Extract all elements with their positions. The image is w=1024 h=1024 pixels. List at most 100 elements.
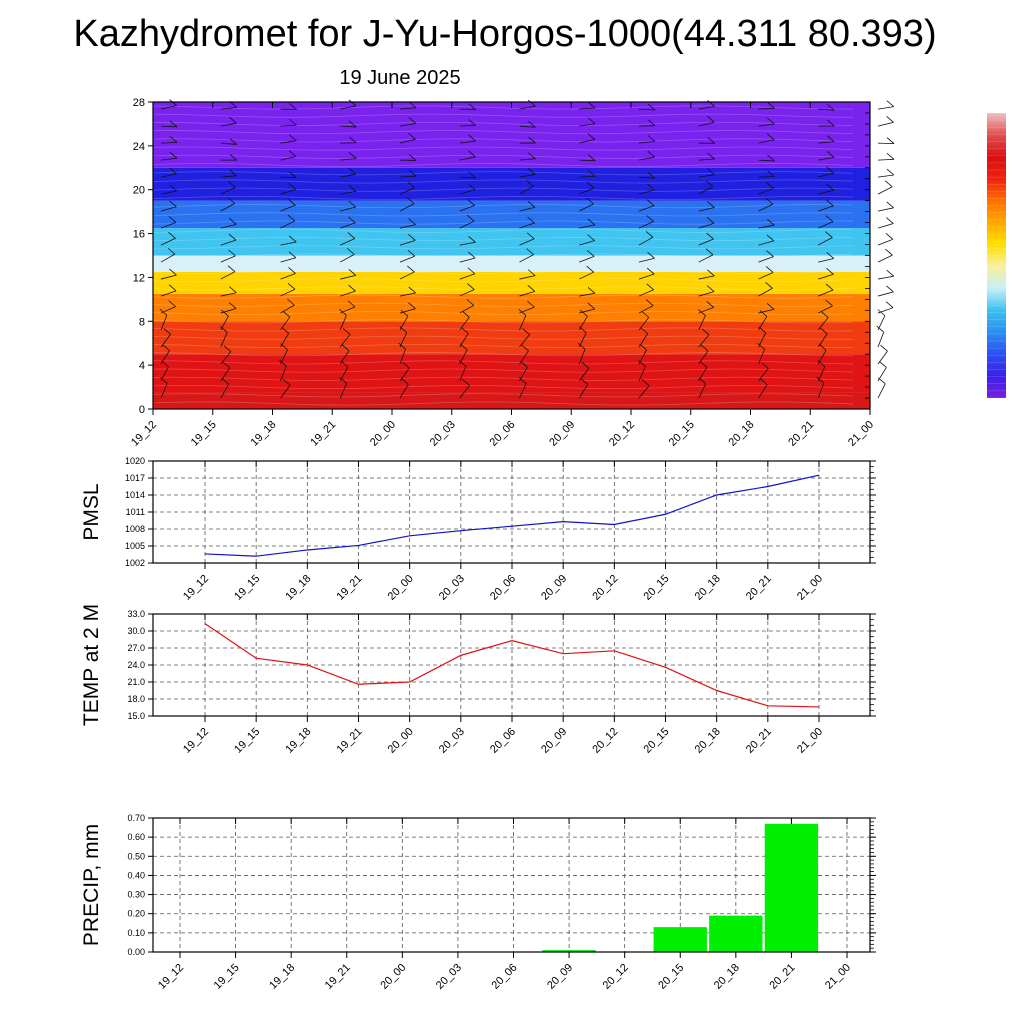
wind-barb bbox=[160, 315, 168, 331]
wind-barb bbox=[280, 349, 288, 365]
wind-barb-flag bbox=[826, 183, 835, 191]
temp-xtick-label: 19_18 bbox=[283, 726, 313, 756]
wind-barb bbox=[399, 332, 408, 348]
wind-barb-flag bbox=[527, 216, 535, 224]
pmsl-xtick-label: 19_12 bbox=[181, 573, 211, 603]
wind-barb bbox=[220, 175, 237, 178]
wind-barb bbox=[220, 351, 232, 365]
wind-barb-flag bbox=[580, 309, 588, 317]
heat-ytick-label: 16 bbox=[133, 229, 145, 241]
wind-barb bbox=[339, 334, 351, 348]
wind-barb bbox=[758, 384, 768, 399]
wind-barb bbox=[459, 289, 475, 297]
heat-band bbox=[153, 392, 870, 409]
wind-barb-flag bbox=[279, 359, 287, 367]
wind-barb bbox=[459, 349, 468, 365]
wind-barb-flag bbox=[528, 121, 536, 128]
wind-barb-flag bbox=[640, 327, 648, 334]
wind-barb bbox=[579, 271, 594, 280]
wind-barb bbox=[579, 203, 594, 212]
wind-barb-flag bbox=[467, 199, 475, 206]
wind-barb bbox=[578, 316, 588, 331]
wind-barb bbox=[160, 383, 168, 399]
wind-barb-flag bbox=[400, 378, 409, 385]
contour-line bbox=[152, 253, 854, 258]
wind-barb-flag bbox=[885, 233, 894, 240]
precip-xtick-label: 20_03 bbox=[434, 962, 464, 992]
wind-barb bbox=[399, 255, 416, 263]
wind-barb-flag bbox=[826, 119, 835, 127]
wind-barb-flag bbox=[399, 326, 408, 333]
temp-xtick-label: 19_15 bbox=[232, 726, 262, 756]
contour-line bbox=[152, 245, 854, 250]
pmsl-xtick-label: 19_15 bbox=[232, 573, 262, 603]
wind-barb bbox=[220, 187, 236, 195]
wind-barb bbox=[818, 189, 834, 195]
wind-barb bbox=[638, 108, 655, 111]
pmsl-xtick-label: 20_06 bbox=[488, 573, 518, 603]
wind-barb-flag bbox=[400, 309, 409, 317]
wind-barb bbox=[399, 271, 415, 280]
wind-barb bbox=[220, 315, 229, 331]
wind-barb bbox=[817, 382, 825, 399]
contour-line bbox=[152, 130, 854, 135]
temp-ytick-label: 18.0 bbox=[127, 694, 145, 704]
wind-barb-flag bbox=[221, 309, 229, 317]
wind-barb bbox=[579, 292, 596, 297]
wind-barb-flag bbox=[706, 232, 714, 240]
wind-barb bbox=[459, 241, 476, 246]
wind-barb-flag bbox=[520, 360, 528, 368]
wind-barb bbox=[638, 305, 654, 314]
wind-barb-flag bbox=[407, 265, 415, 273]
wind-barb bbox=[758, 349, 765, 365]
precip-ytick-label: 0.40 bbox=[127, 870, 145, 880]
heat-ytick-label: 20 bbox=[133, 185, 145, 197]
wind-barb-flag bbox=[580, 378, 588, 385]
wind-barb-flag bbox=[886, 269, 894, 277]
wind-barb-flag bbox=[698, 309, 706, 316]
wind-barb-flag bbox=[522, 328, 530, 335]
wind-barb bbox=[519, 185, 534, 195]
wind-barb bbox=[340, 125, 357, 128]
temp-ylabel: TEMP at 2 M bbox=[80, 604, 103, 726]
wind-barb-flag bbox=[587, 101, 596, 109]
temp-xtick-label: 20_09 bbox=[539, 726, 569, 756]
wind-barb-flag bbox=[699, 360, 708, 368]
wind-barb bbox=[340, 206, 356, 212]
wind-barb bbox=[579, 107, 596, 110]
wind-barb bbox=[280, 304, 295, 314]
contour-line bbox=[152, 138, 854, 143]
wind-barb-flag bbox=[348, 184, 357, 192]
wind-barb-flag bbox=[647, 172, 656, 179]
precip-xtick-label: 19_21 bbox=[323, 962, 353, 992]
temp-xtick-label: 20_18 bbox=[693, 726, 723, 756]
wind-barb bbox=[160, 206, 177, 212]
wind-barb bbox=[280, 241, 297, 246]
wind-barb-flag bbox=[766, 250, 774, 257]
wind-barb-flag bbox=[289, 134, 297, 142]
wind-barb bbox=[220, 203, 235, 212]
wind-barb bbox=[459, 205, 475, 212]
wind-barb bbox=[340, 158, 357, 161]
precip-bar bbox=[764, 823, 819, 952]
contour-line bbox=[152, 163, 854, 168]
wind-barb bbox=[160, 306, 176, 314]
wind-barb-flag bbox=[528, 136, 536, 144]
wind-barb bbox=[340, 105, 356, 110]
wind-barb-flag bbox=[765, 197, 774, 205]
pmsl-ytick-label: 1020 bbox=[125, 456, 145, 466]
wind-barb-flag bbox=[587, 170, 596, 177]
temp-ytick-label: 24.0 bbox=[127, 660, 145, 670]
wind-barb bbox=[877, 238, 894, 246]
wind-barb bbox=[638, 156, 655, 161]
contour-line bbox=[152, 352, 854, 357]
heat-xtick-label: 20_15 bbox=[667, 419, 697, 449]
pmsl-xtick-label: 20_00 bbox=[386, 573, 416, 603]
wind-barb bbox=[459, 333, 469, 348]
wind-barb-flag bbox=[886, 100, 895, 107]
wind-barb-flag bbox=[406, 197, 415, 204]
wind-barb-flag bbox=[168, 284, 177, 292]
wind-barb-flag bbox=[586, 250, 595, 257]
wind-barb-flag bbox=[468, 150, 476, 158]
